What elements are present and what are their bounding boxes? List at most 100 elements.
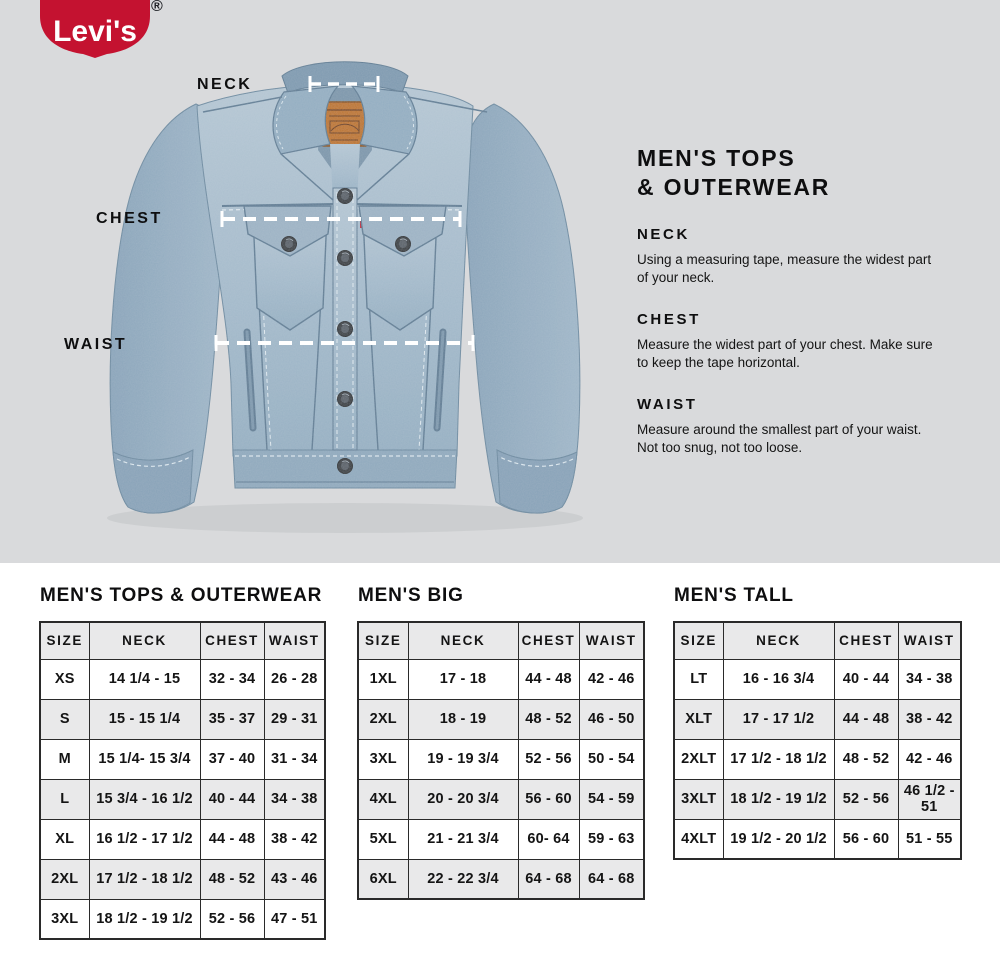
size-cell: 2XL [357, 698, 409, 740]
placket-button [337, 391, 353, 407]
table-row: LT 16 - 16 3/4 40 - 44 34 - 38 [673, 658, 962, 700]
neck-cell: 20 - 20 3/4 [407, 778, 519, 820]
measurement-lines [214, 76, 475, 351]
instruction-body-waist: Measure around the smallest part of your… [637, 422, 922, 455]
column-header: NECK [88, 621, 201, 660]
neck-cell: 17 - 17 1/2 [722, 698, 835, 740]
waist-cell: 46 - 50 [578, 698, 645, 740]
table-row: S 15 - 15 1/4 35 - 37 29 - 31 [39, 698, 326, 740]
table-row: 3XL 18 1/2 - 19 1/2 52 - 56 47 - 51 [39, 898, 326, 940]
waist-cell: 46 1/2 - 51 [897, 778, 962, 820]
chest-cell: 56 - 60 [833, 818, 899, 860]
waistband-button [337, 458, 353, 474]
neck-label: NECK [197, 76, 253, 93]
chest-cell: 48 - 52 [517, 698, 580, 740]
column-header: NECK [722, 621, 835, 660]
waist-cell: 47 - 51 [263, 898, 326, 940]
neck-measure-line [308, 76, 380, 92]
table-title: MEN'S BIG [358, 585, 464, 606]
waist-cell: 34 - 38 [897, 658, 962, 700]
chest-cell: 44 - 48 [833, 698, 899, 740]
registered-trademark: ® [151, 0, 163, 15]
levis-wordmark: Levi's [53, 15, 137, 48]
table-row: 2XL 18 - 19 48 - 52 46 - 50 [357, 698, 645, 740]
table-row: XL 16 1/2 - 17 1/2 44 - 48 38 - 42 [39, 818, 326, 860]
header-row: SIZE NECK CHEST WAIST [673, 621, 962, 660]
waist-cell: 50 - 54 [578, 738, 645, 780]
neck-cell: 17 - 18 [407, 658, 519, 700]
section-title-line1: MEN'S TOPS [637, 145, 796, 171]
neck-cell: 15 3/4 - 16 1/2 [88, 778, 201, 820]
section-title-line2: & OUTERWEAR [637, 174, 831, 200]
neck-cell: 18 1/2 - 19 1/2 [722, 778, 835, 820]
instruction-heading-neck: NECK [637, 226, 690, 243]
waist-label: WAIST [64, 336, 128, 353]
column-header: CHEST [199, 621, 265, 660]
neck-cell: 19 1/2 - 20 1/2 [722, 818, 835, 860]
column-header: CHEST [833, 621, 899, 660]
chest-cell: 48 - 52 [199, 858, 265, 900]
waist-cell: 42 - 46 [897, 738, 962, 780]
table-row: 4XLT 19 1/2 - 20 1/2 56 - 60 51 - 55 [673, 818, 962, 860]
table-row: L 15 3/4 - 16 1/2 40 - 44 34 - 38 [39, 778, 326, 820]
placket-button [337, 321, 353, 337]
chest-label: CHEST [96, 210, 163, 227]
column-header: CHEST [517, 621, 580, 660]
chest-cell: 40 - 44 [199, 778, 265, 820]
table-row: 6XL 22 - 22 3/4 64 - 68 64 - 68 [357, 858, 645, 900]
chest-measure-line [220, 211, 462, 227]
size-cell: L [39, 778, 90, 820]
placket-button [337, 188, 353, 204]
size-cell: 4XLT [673, 818, 724, 860]
size-table-big: SIZE NECK CHEST WAIST 1XL 17 - 18 44 - 48 4… [357, 621, 645, 900]
table-row: 5XL 21 - 21 3/4 60- 64 59 - 63 [357, 818, 645, 860]
waist-cell: 29 - 31 [263, 698, 326, 740]
table-row: XLT 17 - 17 1/2 44 - 48 38 - 42 [673, 698, 962, 740]
denim-jacket-illustration [107, 61, 583, 533]
size-table-tall: SIZE NECK CHEST WAIST LT 16 - 16 3/4 40 - … [673, 621, 962, 860]
waist-cell: 51 - 55 [897, 818, 962, 860]
column-header: WAIST [578, 621, 645, 660]
jacket-left-cuff [112, 449, 194, 514]
size-cell: 4XL [357, 778, 409, 820]
waist-cell: 59 - 63 [578, 818, 645, 860]
chest-cell: 44 - 48 [199, 818, 265, 860]
neck-cell: 21 - 21 3/4 [407, 818, 519, 860]
neck-cell: 17 1/2 - 18 1/2 [88, 858, 201, 900]
measuring-instructions: MEN'S TOPS & OUTERWEAR NECK Using a meas… [637, 144, 957, 457]
chest-cell: 60- 64 [517, 818, 580, 860]
column-header: SIZE [39, 621, 90, 660]
neck-cell: 16 1/2 - 17 1/2 [88, 818, 201, 860]
waist-cell: 26 - 28 [263, 658, 326, 700]
header-row: SIZE NECK CHEST WAIST [357, 621, 645, 660]
neck-cell: 22 - 22 3/4 [407, 858, 519, 900]
batwing-shape [40, 0, 150, 58]
size-cell: S [39, 698, 90, 740]
chest-cell: 52 - 56 [517, 738, 580, 780]
size-cell: 3XL [357, 738, 409, 780]
neck-cell: 18 - 19 [407, 698, 519, 740]
chest-cell: 32 - 34 [199, 658, 265, 700]
waist-cell: 64 - 68 [578, 858, 645, 900]
size-cell: 2XLT [673, 738, 724, 780]
size-cell: 2XL [39, 858, 90, 900]
size-cell: LT [673, 658, 724, 700]
size-table-tops-outerwear: SIZE NECK CHEST WAIST XS 14 1/4 - 15 32 - … [39, 621, 326, 940]
table-row: 1XL 17 - 18 44 - 48 42 - 46 [357, 658, 645, 700]
waist-cell: 38 - 42 [897, 698, 962, 740]
table-row: M 15 1/4- 15 3/4 37 - 40 31 - 34 [39, 738, 326, 780]
waist-cell: 31 - 34 [263, 738, 326, 780]
column-header: SIZE [673, 621, 724, 660]
neck-cell: 16 - 16 3/4 [722, 658, 835, 700]
hero-section: Levi's ® NECK CHEST WAIST MEN'S TOPS & O… [0, 0, 1000, 563]
instruction-body-chest: Measure the widest part of your chest. M… [637, 337, 933, 370]
waist-cell: 34 - 38 [263, 778, 326, 820]
size-cell: XS [39, 658, 90, 700]
column-header: SIZE [357, 621, 409, 660]
neck-cell: 19 - 19 3/4 [407, 738, 519, 780]
table-row: XS 14 1/4 - 15 32 - 34 26 - 28 [39, 658, 326, 700]
left-pocket-button [281, 236, 297, 252]
column-header: WAIST [897, 621, 962, 660]
chest-cell: 40 - 44 [833, 658, 899, 700]
